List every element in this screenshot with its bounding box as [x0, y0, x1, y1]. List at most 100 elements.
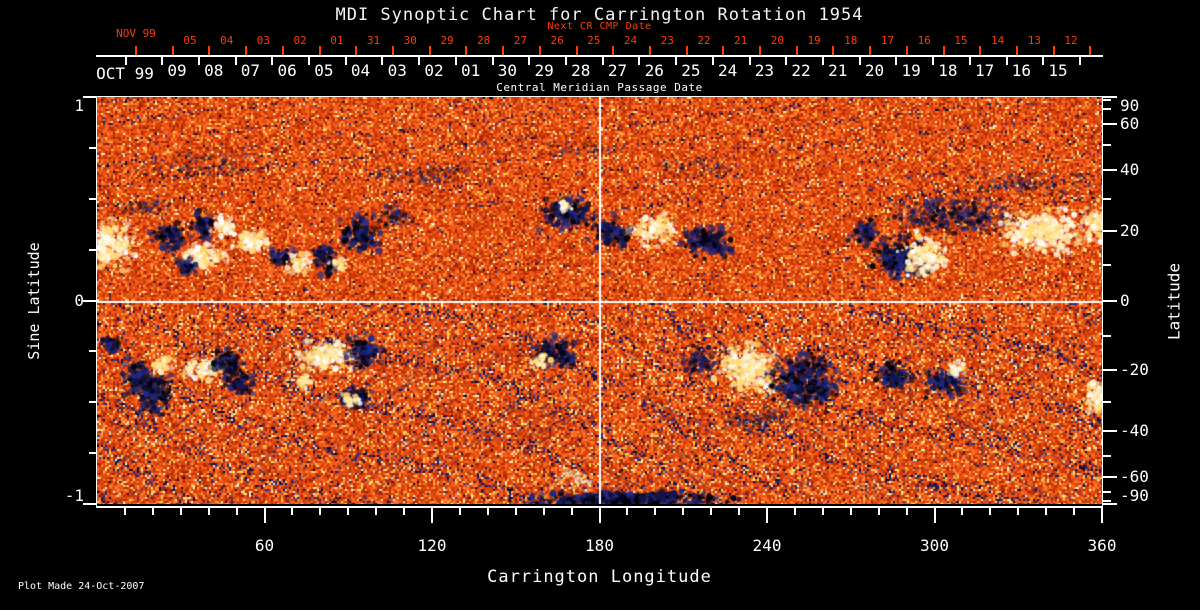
x-axis-tick-label: 240 — [752, 536, 782, 555]
cmp-date-tick — [197, 57, 200, 65]
x-axis-minor-tick — [486, 508, 489, 515]
y-right-major-tick — [1103, 168, 1117, 171]
next-cr-month-label: NOV 99 — [116, 27, 156, 40]
x-axis-major-tick — [933, 508, 936, 523]
y-right-tick-label: 90 — [1120, 96, 1140, 115]
x-axis-minor-tick — [654, 508, 657, 515]
x-axis-minor-tick — [1045, 508, 1048, 515]
next-cr-date-tick — [979, 46, 982, 55]
cmp-date-tick — [161, 57, 164, 65]
next-cr-day-label: 05 — [183, 34, 197, 47]
y-right-tick-label: 60 — [1120, 114, 1140, 134]
x-axis-minor-tick — [347, 508, 350, 515]
next-cr-day-label: 17 — [880, 34, 895, 47]
next-cr-date-tick — [538, 46, 541, 55]
x-axis-minor-tick — [570, 508, 573, 515]
x-axis-minor-tick — [319, 508, 322, 515]
next-cr-date-tick — [135, 46, 137, 55]
x-axis-minor-tick — [849, 508, 852, 515]
cmp-day-label: 19 — [901, 61, 921, 80]
cmp-date-tick — [1078, 57, 1081, 65]
x-axis-minor-tick — [738, 508, 741, 515]
cmp-date-tick — [895, 57, 898, 65]
cmp-date-tick — [601, 57, 604, 65]
x-axis-minor-tick — [179, 508, 182, 515]
y-right-tick-label: 40 — [1120, 159, 1140, 179]
next-cr-date-tick — [869, 46, 872, 55]
next-cr-day-label: 20 — [770, 34, 784, 47]
x-axis-tick-label: 60 — [254, 536, 275, 555]
x-axis-minor-tick — [458, 508, 461, 515]
y-left-major-tick — [83, 299, 96, 302]
cmp-date-tick — [381, 57, 384, 65]
cmp-date-tick — [344, 57, 347, 65]
x-axis-minor-tick — [682, 508, 685, 515]
cmp-date-tick — [968, 57, 971, 65]
next-cr-date-tick — [685, 46, 688, 55]
cmp-date-tick — [528, 57, 531, 65]
x-axis-tick-label: 360 — [1087, 536, 1117, 555]
cmp-day-label: 07 — [240, 61, 261, 80]
y-left-minor-tick — [89, 401, 96, 404]
cmp-day-label: 23 — [754, 61, 774, 80]
y-left-tick-label: -1 — [64, 486, 84, 505]
x-axis-minor-tick — [207, 508, 210, 515]
next-cr-date-tick — [355, 46, 358, 55]
next-cr-date-tick — [905, 46, 908, 55]
y-right-tick-label: 20 — [1120, 220, 1140, 240]
next-cr-day-label: 24 — [623, 34, 638, 47]
x-axis-minor-tick — [989, 508, 992, 515]
next-cr-date-tick — [1016, 46, 1019, 55]
next-cr-day-label: 03 — [256, 34, 271, 47]
y-right-minor-tick — [1103, 197, 1111, 200]
date-axis-line — [96, 55, 1103, 57]
next-cr-date-tick — [171, 46, 174, 55]
next-cr-day-label: 31 — [366, 34, 381, 47]
next-cr-date-tick — [428, 46, 431, 55]
next-cr-day-label: 18 — [844, 34, 858, 47]
x-axis-minor-tick — [793, 508, 796, 515]
cmp-day-label: 24 — [718, 61, 738, 80]
latitude-axis-title: Latitude — [1164, 262, 1184, 341]
cmp-date-tick — [675, 57, 678, 65]
y-right-minor-tick — [1103, 99, 1111, 102]
next-cr-day-label: 25 — [587, 34, 601, 47]
next-cr-day-label: 13 — [1027, 34, 1041, 47]
cmp-date-tick — [785, 57, 788, 65]
cmp-date-tick — [858, 57, 861, 65]
x-axis-minor-tick — [291, 508, 294, 515]
next-cr-date-tick — [795, 46, 798, 55]
next-cr-date-tick — [722, 46, 725, 55]
x-axis-minor-tick — [1073, 508, 1076, 515]
cmp-day-label: 20 — [864, 61, 885, 80]
x-axis-major-tick — [766, 508, 768, 523]
cmp-date-tick — [565, 57, 568, 65]
cmp-date-tick — [1005, 57, 1008, 65]
cmp-day-label: 17 — [974, 61, 995, 80]
y-right-major-tick — [1103, 503, 1117, 505]
y-left-minor-tick — [89, 146, 96, 149]
cmp-date-tick — [711, 57, 714, 65]
y-right-major-tick — [1103, 96, 1117, 98]
y-left-minor-tick — [89, 350, 96, 353]
y-right-major-tick — [1103, 229, 1117, 232]
next-cr-date-tick — [281, 46, 284, 55]
sine-latitude-axis-title: Sine Latitude — [25, 242, 43, 360]
y-right-tick-label: -60 — [1120, 466, 1149, 486]
plot-made-timestamp: Plot Made 24-Oct-2007 — [18, 581, 145, 592]
cmp-date-tick — [418, 57, 421, 65]
x-axis-tick-label: 120 — [417, 536, 447, 555]
y-left-minor-tick — [89, 452, 96, 455]
x-axis-minor-tick — [905, 508, 908, 515]
plot-frame-bottom — [96, 506, 1103, 508]
y-right-minor-tick — [1103, 143, 1111, 146]
cmp-date-tick — [1042, 57, 1045, 65]
y-right-minor-tick — [1103, 401, 1111, 404]
next-cr-date-tick — [759, 46, 762, 55]
cmp-date-tick — [234, 57, 237, 65]
next-cr-date-tick — [391, 46, 394, 55]
cmp-day-label: 21 — [828, 61, 848, 80]
cmp-day-label: 25 — [681, 61, 701, 80]
x-axis-major-tick — [1101, 508, 1103, 523]
y-left-minor-tick — [89, 197, 96, 200]
